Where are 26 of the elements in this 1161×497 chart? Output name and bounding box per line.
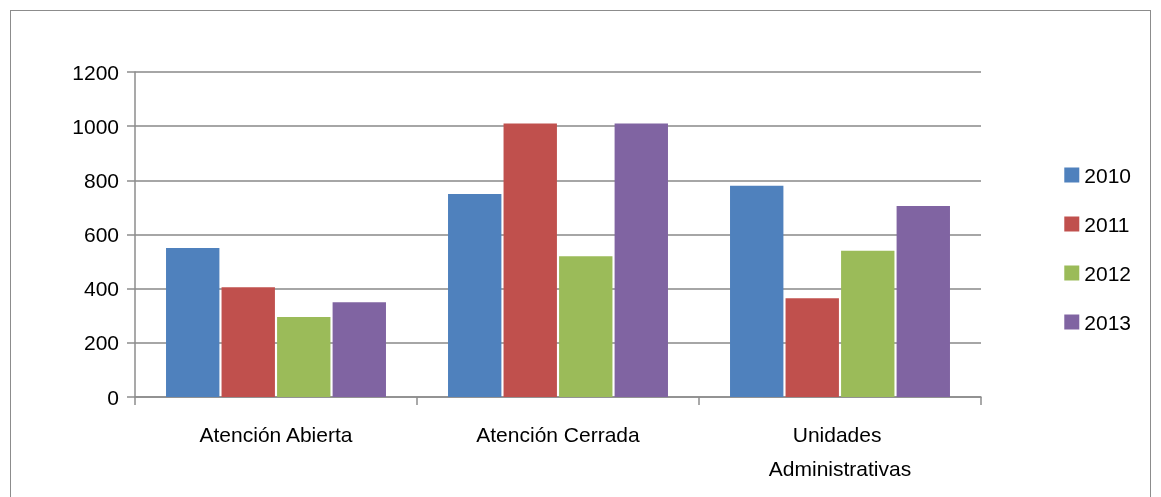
y-tick-label: 800 [83,168,119,192]
bar [730,185,784,397]
legend-label: 2010 [1084,163,1131,187]
bar [841,250,895,397]
y-tick-label: 200 [83,331,119,355]
legend-label: 2013 [1084,310,1131,334]
bar [448,193,502,397]
y-tick-label: 1200 [72,60,119,84]
y-tick-label: 600 [83,223,119,246]
bar [277,317,331,397]
y-tick-label: 1000 [72,114,119,138]
bar [785,298,839,397]
x-tick-label: Unidades Administrativas [768,422,912,480]
bar [614,123,668,397]
legend-label: 2011 [1084,212,1130,236]
y-tick-label: 0 [107,385,119,409]
bar [503,123,557,397]
bar [896,206,950,397]
bar [332,302,386,397]
x-tick-label: Atención Cerrada [476,422,641,446]
bar [166,248,220,397]
bar [559,256,613,397]
y-tick-label: 400 [83,277,119,301]
legend-label: 2012 [1084,261,1131,285]
bar [221,287,275,397]
x-tick-label: Atención Abierta [199,422,353,446]
